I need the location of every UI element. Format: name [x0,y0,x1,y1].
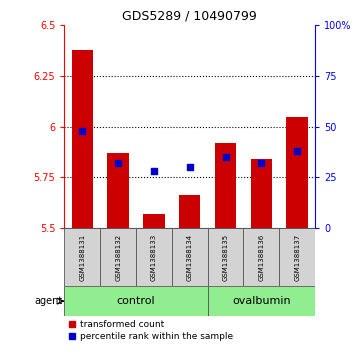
Text: GSM1388133: GSM1388133 [151,233,157,281]
Bar [243,228,279,286]
Bar [251,159,272,228]
Bar [100,228,136,286]
Text: GSM1388136: GSM1388136 [258,233,264,281]
Text: GSM1388134: GSM1388134 [187,234,193,281]
Bar [279,228,315,286]
Text: GSM1388132: GSM1388132 [115,234,121,281]
Text: GSM1388137: GSM1388137 [294,233,300,281]
Point [187,164,193,170]
Text: agent: agent [34,296,63,306]
Point [294,148,300,154]
Bar [179,196,200,228]
Bar [286,117,308,228]
Text: control: control [117,296,155,306]
Point [258,160,264,166]
Bar [64,228,100,286]
Point [223,154,228,160]
Text: GSM1388131: GSM1388131 [79,233,85,281]
Point [115,160,121,166]
Bar [64,286,208,316]
Text: GSM1388135: GSM1388135 [223,234,228,281]
Legend: transformed count, percentile rank within the sample: transformed count, percentile rank withi… [69,320,233,341]
Bar [107,153,129,228]
Text: ovalbumin: ovalbumin [232,296,291,306]
Point [151,168,157,174]
Point [79,128,85,134]
Title: GDS5289 / 10490799: GDS5289 / 10490799 [122,10,257,23]
Bar [72,50,93,228]
Bar [208,286,315,316]
Bar [172,228,208,286]
Bar [143,214,165,228]
Bar [136,228,172,286]
Bar [208,228,243,286]
Bar [215,143,236,228]
